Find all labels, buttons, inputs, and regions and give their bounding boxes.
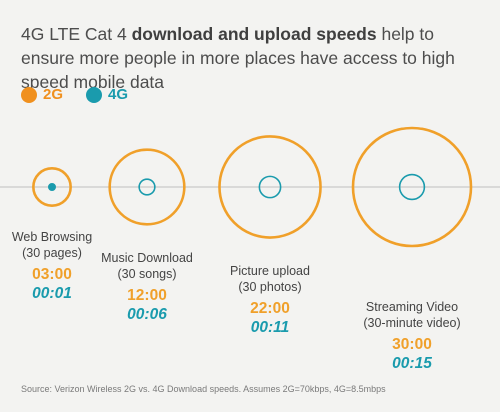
- legend-dot-4g: [86, 87, 102, 103]
- category-name: Web Browsing: [11, 230, 93, 244]
- category-name: Streaming Video: [365, 300, 459, 314]
- category-label: Picture upload (30 photos): [230, 263, 310, 295]
- footnote: Source: Verizon Wireless 2G vs. 4G Downl…: [21, 384, 386, 394]
- category-detail: (30 photos): [238, 280, 302, 294]
- bubble-4g: [138, 178, 156, 196]
- bubble-2g: [32, 167, 72, 207]
- time-4g-label: 00:11: [250, 319, 290, 336]
- bubble-4g: [258, 175, 282, 199]
- bubble-4g: [47, 183, 56, 192]
- category-label: Streaming Video (30-minute video): [363, 299, 460, 331]
- time-4g-label: 00:01: [32, 285, 72, 302]
- category-label: Web Browsing (30 pages): [12, 229, 92, 261]
- time-4g-label: 00:15: [392, 355, 432, 372]
- category-name: Music Download: [101, 251, 193, 265]
- bubble-2g: [108, 148, 186, 226]
- legend-label-4g: 4G: [108, 86, 129, 103]
- category-detail: (30 pages): [22, 246, 82, 260]
- bubble-4g: [398, 173, 426, 201]
- legend-dot-2g: [21, 87, 37, 103]
- category-detail: (30 songs): [117, 267, 177, 281]
- time-4g-label: 00:06: [127, 306, 167, 323]
- legend-label-2g: 2G: [43, 86, 64, 103]
- time-2g-label: 12:00: [127, 287, 167, 304]
- time-2g-label: 03:00: [32, 266, 72, 283]
- bubble-2g: [218, 135, 322, 239]
- headline: 4G LTE Cat 4 download and upload speeds …: [21, 22, 481, 94]
- time-2g-label: 22:00: [250, 300, 290, 317]
- category-name: Picture upload: [230, 264, 310, 278]
- headline-bold: download and upload speeds: [131, 24, 377, 44]
- category-detail: (30-minute video): [363, 316, 461, 330]
- bubble-2g: [351, 126, 473, 248]
- headline-post: help to ensure more people in more place…: [21, 24, 455, 92]
- headline-pre: 4G LTE Cat 4: [21, 24, 132, 44]
- time-2g-label: 30:00: [392, 336, 432, 353]
- category-label: Music Download (30 songs): [101, 250, 193, 282]
